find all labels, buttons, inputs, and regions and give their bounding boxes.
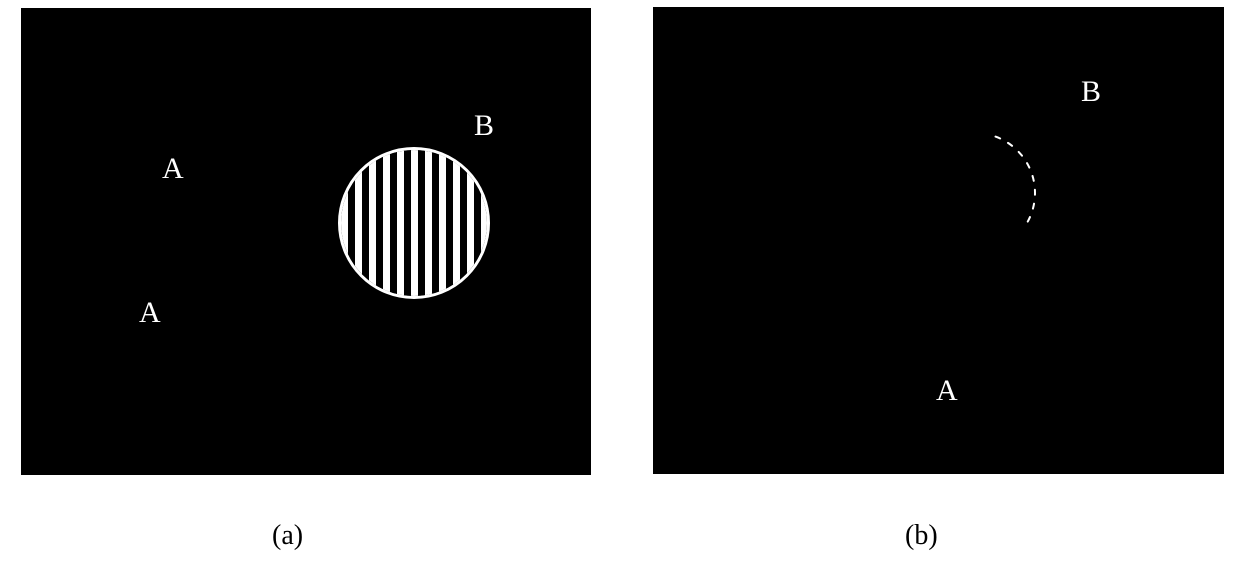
- hatched-circle: [338, 147, 490, 299]
- panel-caption-a: (a): [272, 520, 303, 552]
- panel-a: A A B: [21, 8, 591, 475]
- panel-label: B: [1081, 75, 1101, 109]
- panel-label: B: [474, 109, 494, 143]
- panel-b: BA: [653, 7, 1224, 474]
- dashed-arc: [911, 129, 1039, 257]
- panel-background: [22, 9, 590, 474]
- panel-label: A: [139, 296, 161, 330]
- panel-label: A: [936, 374, 958, 408]
- panel-label: A: [162, 152, 184, 186]
- figure: AAB(a)BA(b): [0, 0, 1240, 562]
- panel-caption-b: (b): [905, 520, 938, 552]
